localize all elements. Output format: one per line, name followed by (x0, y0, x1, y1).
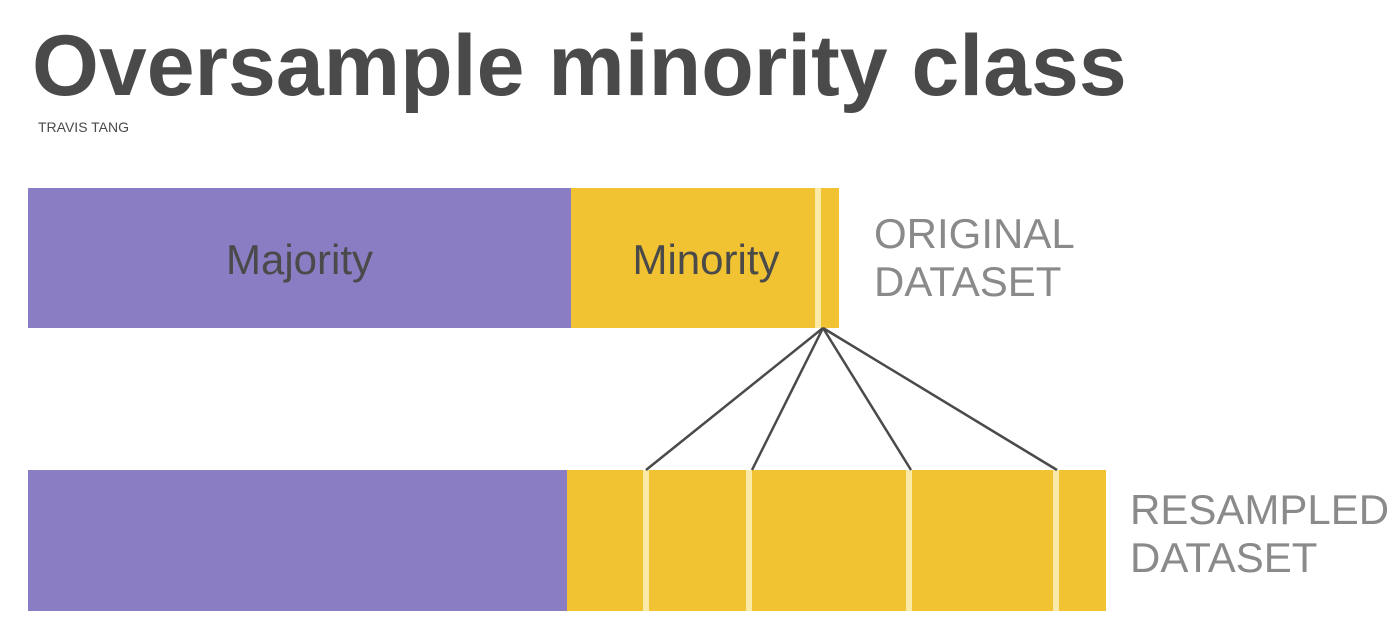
page-title: Oversample minority class (32, 18, 1127, 114)
connector-line (645, 327, 824, 471)
resampled-dataset-label: RESAMPLED DATASET (1130, 486, 1390, 581)
resampled-sample-stripe (906, 470, 912, 611)
original-minority-bar (571, 188, 839, 328)
resampled-sample-stripe (746, 470, 752, 611)
author-label: TRAVIS TANG (38, 119, 130, 135)
original-dataset-label: ORIGINAL DATASET (874, 210, 1075, 305)
resampled-majority-bar (28, 470, 567, 611)
majority-label: Majority (225, 236, 374, 283)
minority-label: Minority (632, 236, 780, 283)
connector-line (750, 327, 825, 471)
resampled-sample-stripe (1053, 470, 1059, 611)
original-minority-sample-stripe (815, 188, 821, 328)
connector-line (822, 326, 1058, 472)
original-majority-bar: Majority (28, 188, 571, 328)
resampled-minority-bar (567, 470, 1106, 611)
resampled-sample-stripe (643, 470, 649, 611)
connector-line (821, 327, 913, 471)
